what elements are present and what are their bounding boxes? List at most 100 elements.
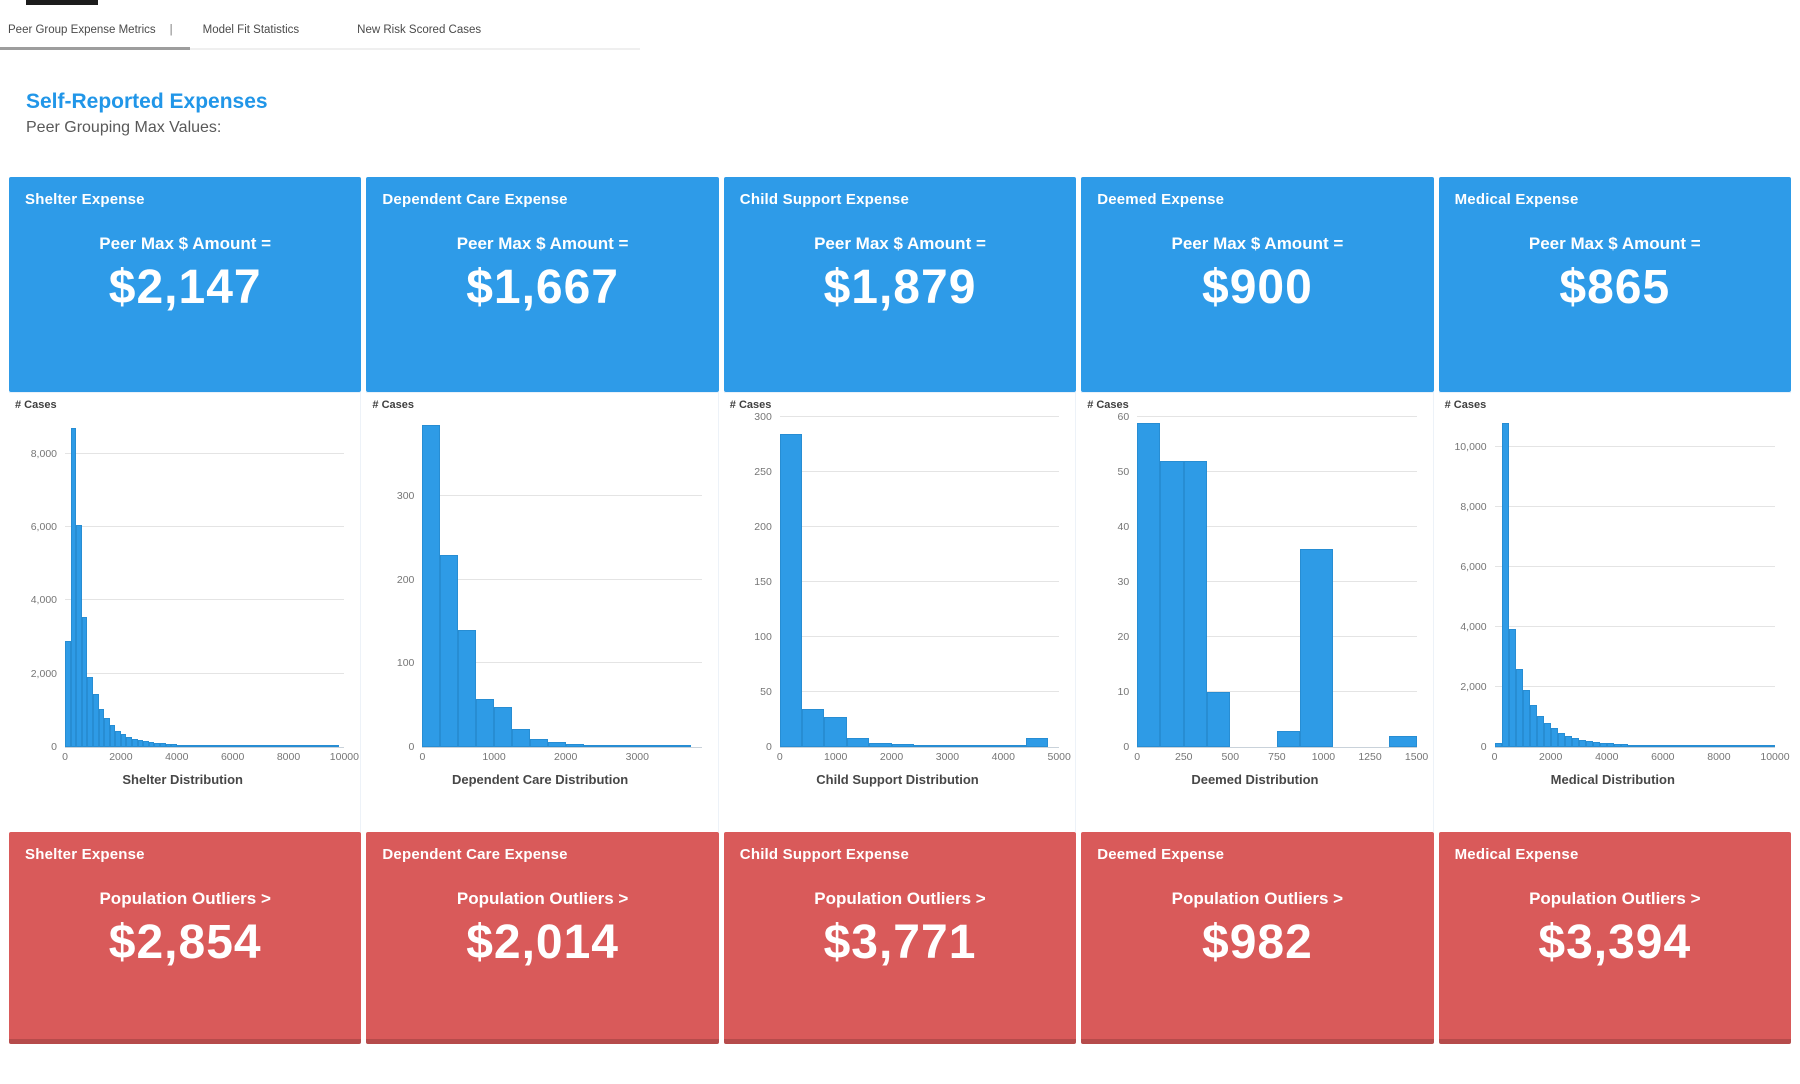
kpi-value: $900 <box>1202 261 1313 314</box>
peer-max-tile-dependent-care-expense[interactable]: Dependent Care Expense Peer Max $ Amount … <box>366 177 719 392</box>
histogram-bar <box>243 745 250 747</box>
y-tick-label: 200 <box>754 521 772 533</box>
outlier-tile-medical-expense[interactable]: Medical Expense Population Outliers > $3,3… <box>1438 832 1791 1044</box>
histogram-bar <box>143 741 149 747</box>
gridline <box>1494 446 1775 447</box>
outlier-tile-dependent-care-expense[interactable]: Dependent Care Expense Population Outlier… <box>366 832 719 1044</box>
y-tick-label: 4,000 <box>30 594 57 607</box>
histogram-bar <box>104 717 110 747</box>
y-tick-label: 8,000 <box>30 447 57 460</box>
metric-column-medical-expense: Medical Expense Peer Max $ Amount = $865 # … <box>1438 177 1791 1044</box>
histogram-panel-deemed-expense[interactable]: # Cases 0 10 20 30 40 50 60 0 250 500 750 1000 1250 15… <box>1081 392 1434 832</box>
kpi-value: $3,394 <box>1538 916 1692 969</box>
outlier-tile-child-support-expense[interactable]: Child Support Expense Population Outliers… <box>723 832 1077 1044</box>
histogram-bar <box>529 738 548 747</box>
histogram-bar <box>891 743 914 747</box>
histogram-bar <box>333 745 339 747</box>
x-tick-label: 2000 <box>879 751 904 763</box>
plot-area: 0 2,000 4,000 6,000 8,000 <box>31 417 345 753</box>
x-tick-label: 750 <box>1268 751 1286 763</box>
gridline <box>422 495 702 497</box>
outlier-tile-deemed-expense[interactable]: Deemed Expense Population Outliers > $982 <box>1081 832 1434 1044</box>
x-tick-label: 6000 <box>220 751 245 763</box>
x-tick-label: 500 <box>1221 751 1240 763</box>
kpi-label: Population Outliers > <box>1529 889 1701 908</box>
histogram-bar <box>1753 745 1761 747</box>
kpi-heading: Shelter Expense <box>25 846 145 863</box>
histogram-bar <box>182 744 188 747</box>
x-tick-label: 250 <box>1174 751 1193 763</box>
x-tick-label: 8000 <box>276 751 301 763</box>
gridline <box>65 599 345 601</box>
x-axis-ticks: 0 250 500 750 1000 1250 1500 <box>1134 748 1428 766</box>
histogram-bar <box>1739 745 1747 747</box>
histogram-bar <box>869 742 892 747</box>
histogram-panel-shelter-expense[interactable]: # Cases 0 2,000 4,000 6,000 8,000 0 2000 4000 600… <box>9 392 362 832</box>
kpi-label: Peer Max $ Amount = <box>456 234 629 253</box>
histogram-panel-dependent-care-expense[interactable]: # Cases 0 100 200 300 0 1000 2000 3000 Dependent … <box>366 392 719 832</box>
gridline <box>422 662 702 664</box>
kpi-heading: Medical Expense <box>1454 191 1579 208</box>
gridline <box>779 526 1060 527</box>
gridline <box>1137 691 1417 692</box>
peer-max-tile-child-support-expense[interactable]: Child Support Expense Peer Max $ Amount =… <box>723 177 1077 392</box>
peer-max-tile-deemed-expense[interactable]: Deemed Expense Peer Max $ Amount = $900 <box>1081 177 1434 392</box>
histogram-bar <box>126 736 133 747</box>
tab-bar: Peer Group Expense Metrics | Model Fit S… <box>0 0 1800 50</box>
metric-column-shelter-expense: Shelter Expense Peer Max $ Amount = $2,147… <box>9 177 362 1044</box>
tab-new-risk-scored-cases[interactable]: New Risk Scored Cases <box>357 24 487 50</box>
y-tick-label: 50 <box>760 686 772 698</box>
histogram-bar <box>619 745 638 747</box>
plot-area: 0 2,000 4,000 6,000 8,000 10,000 <box>1454 417 1775 753</box>
kpi-value: $2,147 <box>108 261 262 314</box>
y-tick-label: 2,000 <box>1460 681 1487 693</box>
histogram-panel-child-support-expense[interactable]: # Cases 0 50 100 150 200 250 300 0 1000 2000 3000 40… <box>723 392 1077 832</box>
histogram-bar <box>288 745 295 747</box>
histogram-bar <box>154 742 160 747</box>
kpi-label: Peer Max $ Amount = <box>1171 234 1344 253</box>
histogram-bar <box>1662 745 1670 747</box>
tab-peer-group-expense-metrics[interactable]: Peer Group Expense Metrics <box>0 24 190 50</box>
gridline <box>422 578 702 580</box>
kpi-heading: Medical Expense <box>1454 846 1579 863</box>
histogram-bar <box>176 744 183 747</box>
histogram-bar <box>148 742 155 747</box>
kpi-heading: Deemed Expense <box>1097 191 1225 208</box>
histogram-panel-medical-expense[interactable]: # Cases 0 2,000 4,000 6,000 8,000 10,000 0 2000 4… <box>1438 392 1791 832</box>
x-tick-label: 4000 <box>165 751 189 763</box>
peer-max-tile-medical-expense[interactable]: Medical Expense Peer Max $ Amount = $865 <box>1438 177 1791 392</box>
histogram-bar <box>1550 728 1558 747</box>
x-tick-label: 3000 <box>935 751 960 763</box>
histogram-bar <box>458 630 477 747</box>
tab-model-fit-statistics[interactable]: Model Fit Statistics <box>203 24 306 50</box>
gridline <box>779 581 1060 582</box>
y-tick-label: 60 <box>1117 411 1130 423</box>
peer-max-tile-shelter-expense[interactable]: Shelter Expense Peer Max $ Amount = $2,147 <box>9 177 362 392</box>
histogram-bar <box>1599 742 1607 747</box>
histogram-bar <box>802 708 825 747</box>
histogram-bar <box>305 745 311 747</box>
histogram-bar <box>1676 745 1684 747</box>
histogram-bar <box>199 745 205 747</box>
histogram-bar <box>1529 705 1537 747</box>
histogram-bar <box>1732 745 1740 747</box>
histogram-bar <box>310 745 317 747</box>
x-tick-label: 1500 <box>1404 751 1429 763</box>
x-tick-label: 1250 <box>1358 751 1382 763</box>
x-tick-label: 0 <box>419 751 426 763</box>
gridline <box>779 471 1060 472</box>
x-tick-label: 5000 <box>1047 751 1071 763</box>
chart-title: Deemed Distribution <box>1191 772 1319 787</box>
plot-area: 0 100 200 300 <box>397 417 702 753</box>
histogram-bar <box>958 744 981 747</box>
histogram-bar <box>779 433 803 747</box>
histogram-bar <box>249 745 255 747</box>
y-tick-label: 100 <box>396 657 415 670</box>
outlier-tile-shelter-expense[interactable]: Shelter Expense Population Outliers > $2,8… <box>9 832 362 1044</box>
histogram-bar <box>87 677 93 747</box>
histogram-bar <box>1137 422 1161 747</box>
x-axis-ticks: 0 1000 2000 3000 4000 5000 <box>777 748 1071 766</box>
kpi-heading: Child Support Expense <box>739 846 910 863</box>
histogram-bar <box>254 745 261 747</box>
histogram-bar <box>1620 744 1628 747</box>
